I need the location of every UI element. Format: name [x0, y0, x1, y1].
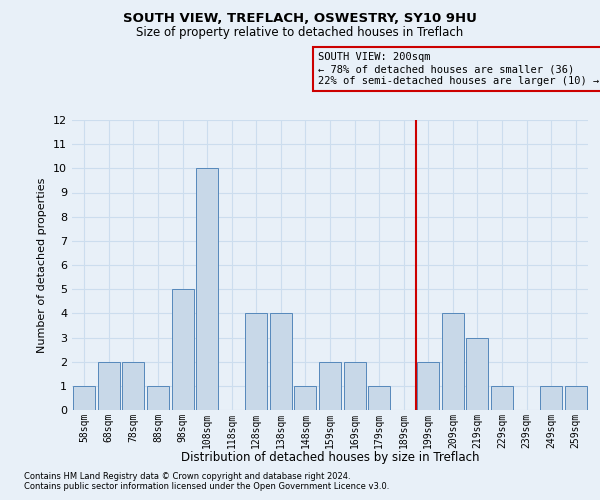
- Bar: [196, 168, 218, 410]
- Bar: [270, 314, 292, 410]
- Bar: [417, 362, 439, 410]
- Bar: [491, 386, 513, 410]
- Bar: [540, 386, 562, 410]
- Y-axis label: Number of detached properties: Number of detached properties: [37, 178, 47, 352]
- Bar: [565, 386, 587, 410]
- Text: Contains HM Land Registry data © Crown copyright and database right 2024.: Contains HM Land Registry data © Crown c…: [24, 472, 350, 481]
- Text: Contains public sector information licensed under the Open Government Licence v3: Contains public sector information licen…: [24, 482, 389, 491]
- Text: SOUTH VIEW, TREFLACH, OSWESTRY, SY10 9HU: SOUTH VIEW, TREFLACH, OSWESTRY, SY10 9HU: [123, 12, 477, 26]
- Bar: [466, 338, 488, 410]
- Text: Size of property relative to detached houses in Treflach: Size of property relative to detached ho…: [136, 26, 464, 39]
- Bar: [344, 362, 365, 410]
- Bar: [98, 362, 120, 410]
- Bar: [147, 386, 169, 410]
- Bar: [368, 386, 390, 410]
- Bar: [245, 314, 268, 410]
- Text: SOUTH VIEW: 200sqm
← 78% of detached houses are smaller (36)
22% of semi-detache: SOUTH VIEW: 200sqm ← 78% of detached hou…: [318, 52, 599, 86]
- Bar: [122, 362, 145, 410]
- Bar: [442, 314, 464, 410]
- Bar: [295, 386, 316, 410]
- Bar: [172, 289, 194, 410]
- Bar: [73, 386, 95, 410]
- Text: Distribution of detached houses by size in Treflach: Distribution of detached houses by size …: [181, 451, 479, 464]
- Bar: [319, 362, 341, 410]
